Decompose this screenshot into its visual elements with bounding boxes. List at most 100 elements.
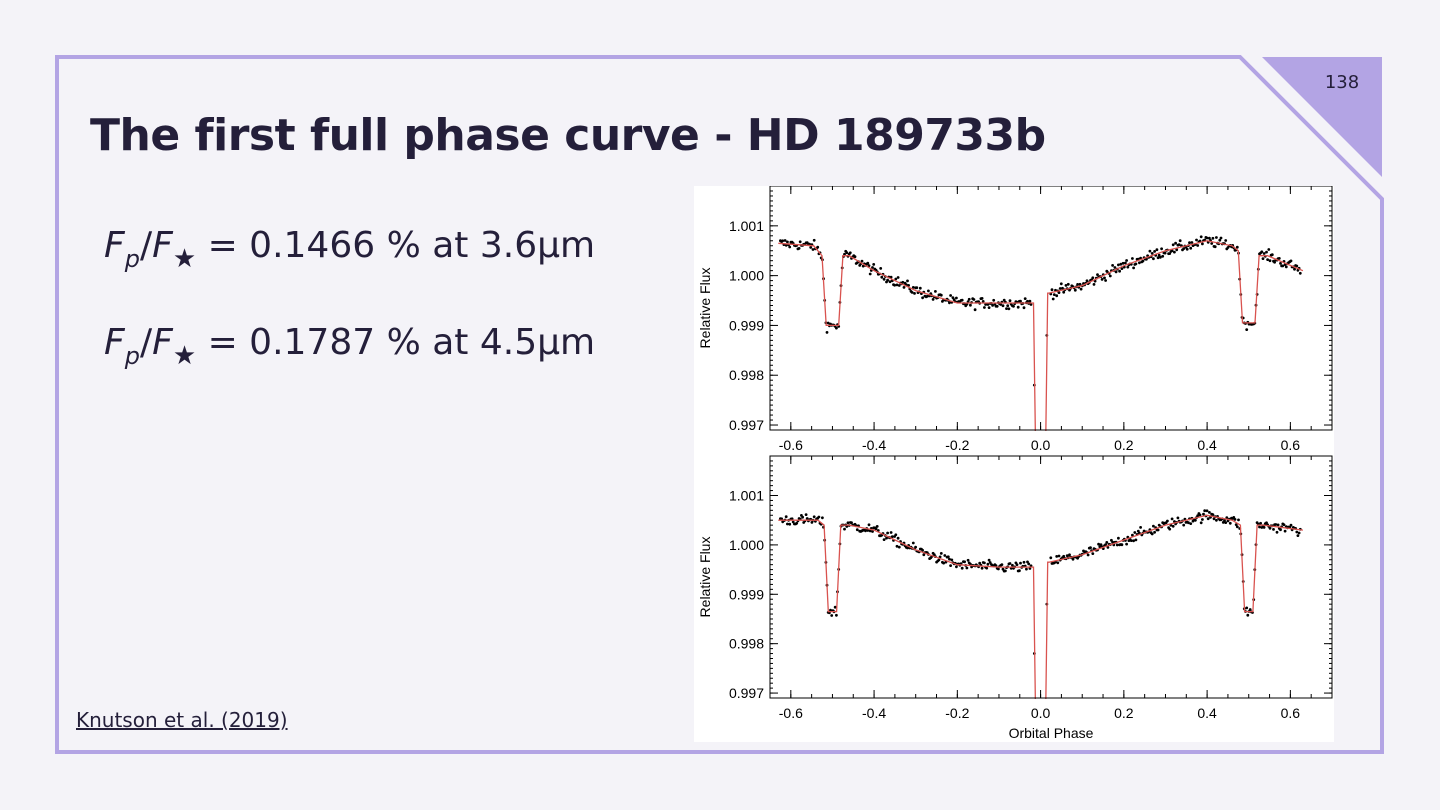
data-point [1282, 523, 1286, 527]
data-point [843, 527, 846, 531]
data-point [934, 290, 937, 293]
data-point [874, 527, 878, 531]
data-point [1051, 297, 1055, 301]
y-tick-label: 1.001 [729, 488, 764, 504]
data-point [906, 279, 909, 283]
data-point [1057, 291, 1061, 294]
data-point [1245, 606, 1249, 610]
data-point [1276, 523, 1280, 527]
data-point [1059, 282, 1063, 286]
data-point [1174, 241, 1177, 245]
data-point [817, 515, 821, 519]
data-point [1267, 248, 1271, 251]
data-point [1056, 561, 1060, 565]
plot-area [769, 455, 1333, 699]
data-point [1245, 328, 1249, 331]
data-point [872, 263, 876, 266]
data-point [893, 283, 896, 287]
data-point [1177, 243, 1181, 246]
data-point [1092, 283, 1096, 286]
data-point [1073, 288, 1077, 292]
data-point [1131, 257, 1134, 260]
data-point [1259, 521, 1262, 525]
data-point [1134, 262, 1138, 266]
data-point [931, 298, 935, 301]
data-point [868, 272, 872, 276]
data-point [1208, 236, 1211, 240]
data-point [875, 525, 879, 528]
data-point [790, 517, 794, 521]
data-point [784, 243, 788, 247]
data-point [1121, 261, 1125, 265]
data-point [1006, 304, 1010, 308]
data-point [937, 558, 941, 562]
data-point [1176, 516, 1180, 520]
data-point [882, 538, 886, 541]
data-point [948, 301, 951, 305]
star-subscript-icon: ★ [172, 341, 197, 371]
equation-value: = 0.1787 % at 4.5μm [196, 322, 596, 363]
data-point [882, 277, 886, 281]
data-point [1170, 517, 1174, 521]
data-point [1228, 521, 1232, 525]
data-point [1124, 261, 1127, 265]
data-point [780, 517, 783, 521]
data-point [1168, 252, 1172, 255]
data-point [1258, 525, 1261, 529]
data-point [855, 528, 859, 532]
data-point [848, 251, 852, 255]
data-point [1007, 307, 1011, 311]
data-point [1133, 531, 1137, 534]
data-point [829, 608, 832, 612]
data-point [1234, 523, 1238, 526]
data-point [1297, 531, 1301, 535]
data-point [1213, 245, 1217, 249]
data-point [1125, 259, 1128, 262]
slide-title: The first full phase curve - HD 189733b [90, 110, 1046, 161]
data-point [1062, 290, 1066, 294]
data-point [1198, 513, 1202, 517]
data-point [1025, 567, 1028, 571]
data-point [1190, 241, 1194, 244]
data-point [983, 306, 986, 309]
data-point [861, 264, 865, 268]
planet-flux-symbol: F [104, 225, 125, 266]
data-point [786, 522, 789, 526]
plot-area [769, 186, 1333, 431]
data-point [1260, 250, 1264, 254]
data-point [1201, 518, 1204, 521]
data-point [805, 517, 809, 520]
data-point [1055, 555, 1059, 558]
data-point [1011, 563, 1014, 567]
data-point [1161, 254, 1165, 258]
data-point [1076, 283, 1079, 286]
data-point [798, 240, 802, 244]
data-point [906, 546, 909, 550]
planet-flux-symbol: F [104, 322, 125, 363]
citation-link[interactable]: Knutson et al. (2019) [76, 708, 288, 732]
x-axis-label: Orbital Phase [1009, 725, 1094, 741]
x-tick-label: 0.2 [1114, 437, 1134, 453]
y-tick-label: 0.997 [729, 685, 764, 701]
data-point [1012, 304, 1015, 308]
data-point [987, 558, 991, 562]
data-point [1218, 238, 1222, 242]
data-point [1148, 249, 1152, 253]
data-point [1091, 276, 1095, 280]
data-point [1105, 541, 1109, 544]
data-point [1113, 266, 1117, 269]
data-point [812, 515, 816, 519]
planet-subscript: p [124, 342, 140, 370]
data-point [1058, 287, 1062, 290]
data-point [867, 264, 871, 267]
data-point [1008, 299, 1012, 303]
data-point [1001, 304, 1005, 308]
data-point [1173, 250, 1176, 254]
data-point [1266, 258, 1269, 261]
data-point [1233, 518, 1237, 521]
chart-panel-2: -0.6 -0.4 -0.2 0.0 0.2 0.4 0.6 0.997 0.998 0.999 1… [697, 455, 1333, 741]
data-point [1163, 251, 1167, 255]
below-axis-mask [770, 431, 1332, 456]
data-point [915, 286, 919, 290]
